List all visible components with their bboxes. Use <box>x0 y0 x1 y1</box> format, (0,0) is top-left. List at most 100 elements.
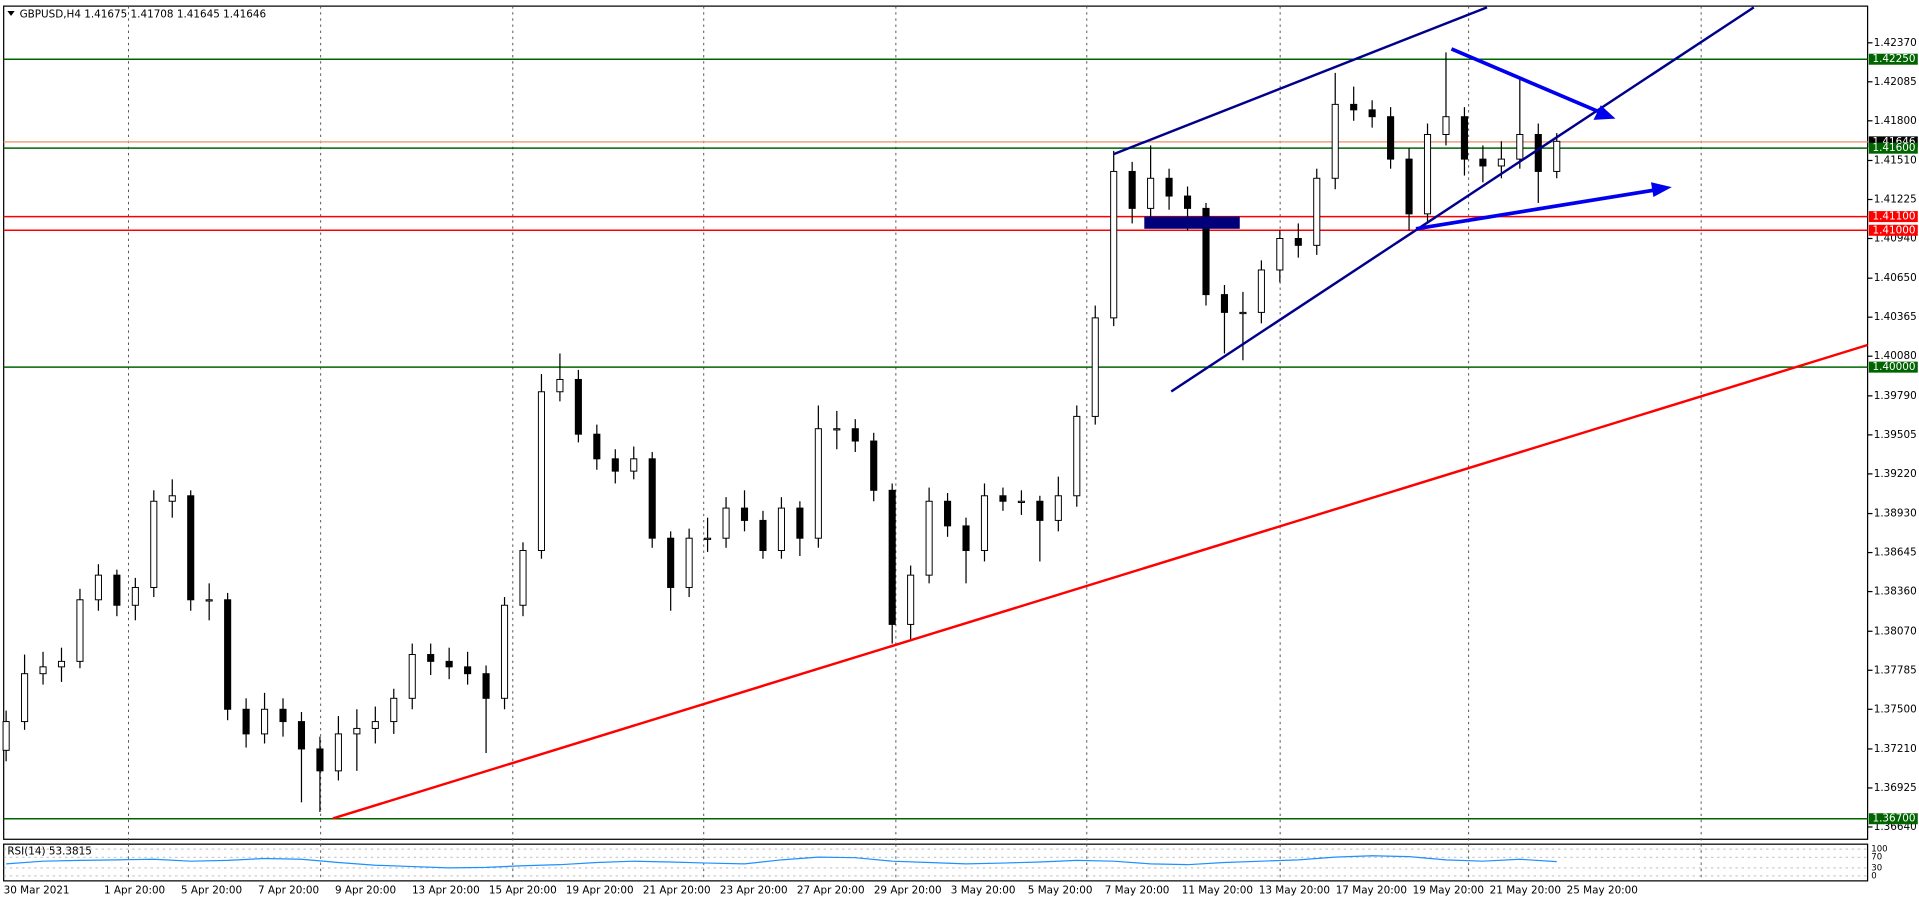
x-tick-label: 11 May 20:00 <box>1182 885 1253 897</box>
candle-body <box>297 721 306 750</box>
candle-body <box>1110 170 1118 319</box>
rsi-tick-label: 30 <box>1871 863 1882 873</box>
candle-body <box>261 708 269 735</box>
rsi-tick-label: 100 <box>1871 845 1887 855</box>
y-tick-label: 1.41800 <box>1874 115 1917 127</box>
candle-body <box>242 708 250 735</box>
candle-body <box>944 500 952 527</box>
y-tick-label: 1.40650 <box>1874 272 1917 284</box>
level-box <box>1868 361 1918 373</box>
candle-body <box>1220 294 1229 313</box>
level-box <box>1868 224 1918 236</box>
rsi-tick-label: 70 <box>1871 853 1882 863</box>
candle-body <box>1054 495 1062 521</box>
candle-body <box>630 458 638 472</box>
trendline <box>1113 6 1488 156</box>
candle-body <box>482 673 490 699</box>
candle-body <box>1017 500 1025 503</box>
candle-body <box>1294 238 1302 246</box>
candle-body <box>1553 140 1561 172</box>
candle-body <box>150 500 158 588</box>
y-tick-label: 1.38070 <box>1874 625 1917 637</box>
candle-body <box>704 537 712 540</box>
trendline <box>1170 6 1755 393</box>
candle-body <box>556 378 564 393</box>
candle-body <box>1479 158 1487 167</box>
arrow <box>1450 47 1602 115</box>
level-label: 1.41600 <box>1872 142 1915 154</box>
candle-body <box>574 378 582 435</box>
y-tick-label: 1.38645 <box>1874 547 1917 559</box>
candle-body <box>2 721 10 751</box>
y-tick-label: 1.38360 <box>1874 586 1917 598</box>
x-tick-label: 19 May 20:00 <box>1413 885 1484 897</box>
arrow <box>1415 187 1658 231</box>
y-tick-label: 1.39790 <box>1874 390 1917 402</box>
level-box <box>1868 53 1918 65</box>
candle-body <box>593 433 601 460</box>
candle-body <box>685 537 693 588</box>
y-tick-label: 1.37210 <box>1874 743 1917 755</box>
y-tick-label: 1.37500 <box>1874 703 1917 715</box>
y-tick-label: 1.36640 <box>1874 821 1917 833</box>
candle-body <box>1257 269 1265 313</box>
trendline <box>332 343 1868 820</box>
candle-body <box>1331 103 1339 179</box>
candle-body <box>980 495 989 552</box>
y-tick-label: 1.39220 <box>1874 468 1917 480</box>
level-label: 1.40000 <box>1872 361 1915 373</box>
x-tick-label: 7 Apr 20:00 <box>258 885 319 897</box>
x-tick-label: 3 May 20:00 <box>951 885 1016 897</box>
candle-body <box>537 391 546 552</box>
candle-body <box>870 440 878 491</box>
candle-body <box>168 495 176 502</box>
candle-body <box>667 537 675 588</box>
candle-body <box>1460 116 1468 160</box>
candle-body <box>611 458 619 472</box>
candle-body <box>1239 311 1247 315</box>
candle-body <box>39 666 47 675</box>
candle-body <box>814 428 822 539</box>
candle-body <box>962 525 970 552</box>
candle-body <box>851 428 859 442</box>
level-label: 1.41646 <box>1872 136 1915 148</box>
candle-body <box>1091 317 1099 417</box>
candle-body <box>1368 109 1376 118</box>
candle-body <box>445 660 453 668</box>
x-tick-label: 19 Apr 20:00 <box>566 885 634 897</box>
x-tick-label: 15 Apr 20:00 <box>489 885 557 897</box>
drawings <box>332 6 1868 820</box>
candle-body <box>205 599 213 602</box>
arrow-head <box>1650 182 1672 197</box>
level-box <box>1868 142 1918 154</box>
x-tick-label: 21 Apr 20:00 <box>643 885 711 897</box>
candle-body <box>1442 116 1450 135</box>
candle-body <box>1387 116 1395 160</box>
candle-body <box>408 654 416 699</box>
x-tick-label: 1 Apr 20:00 <box>104 885 165 897</box>
candle-body <box>519 550 527 606</box>
marks <box>2 52 1868 869</box>
candle-body <box>1073 415 1081 497</box>
candle-body <box>464 666 472 675</box>
level-label: 1.41100 <box>1872 211 1915 223</box>
menu-icon <box>7 11 15 16</box>
candle-body <box>1497 158 1505 167</box>
candle-body <box>1534 133 1542 172</box>
y-tick-label: 1.40940 <box>1874 232 1917 244</box>
candle-body <box>57 660 66 668</box>
level-label: 1.42250 <box>1872 53 1915 65</box>
x-tick-label: 27 Apr 20:00 <box>797 885 865 897</box>
candle-body <box>224 599 232 710</box>
x-tick-label: 29 Apr 20:00 <box>874 885 942 897</box>
candle-body <box>648 458 656 539</box>
candle-body <box>1276 238 1284 271</box>
rsi-line <box>6 855 1557 869</box>
candle-body <box>113 574 121 606</box>
candle-body <box>1147 177 1155 209</box>
candle-body <box>777 507 785 552</box>
y-tick-label: 1.42370 <box>1874 37 1917 49</box>
candle-body <box>390 697 398 723</box>
candle-body <box>334 733 342 772</box>
rsi-tick-label: 0 <box>1871 871 1876 881</box>
